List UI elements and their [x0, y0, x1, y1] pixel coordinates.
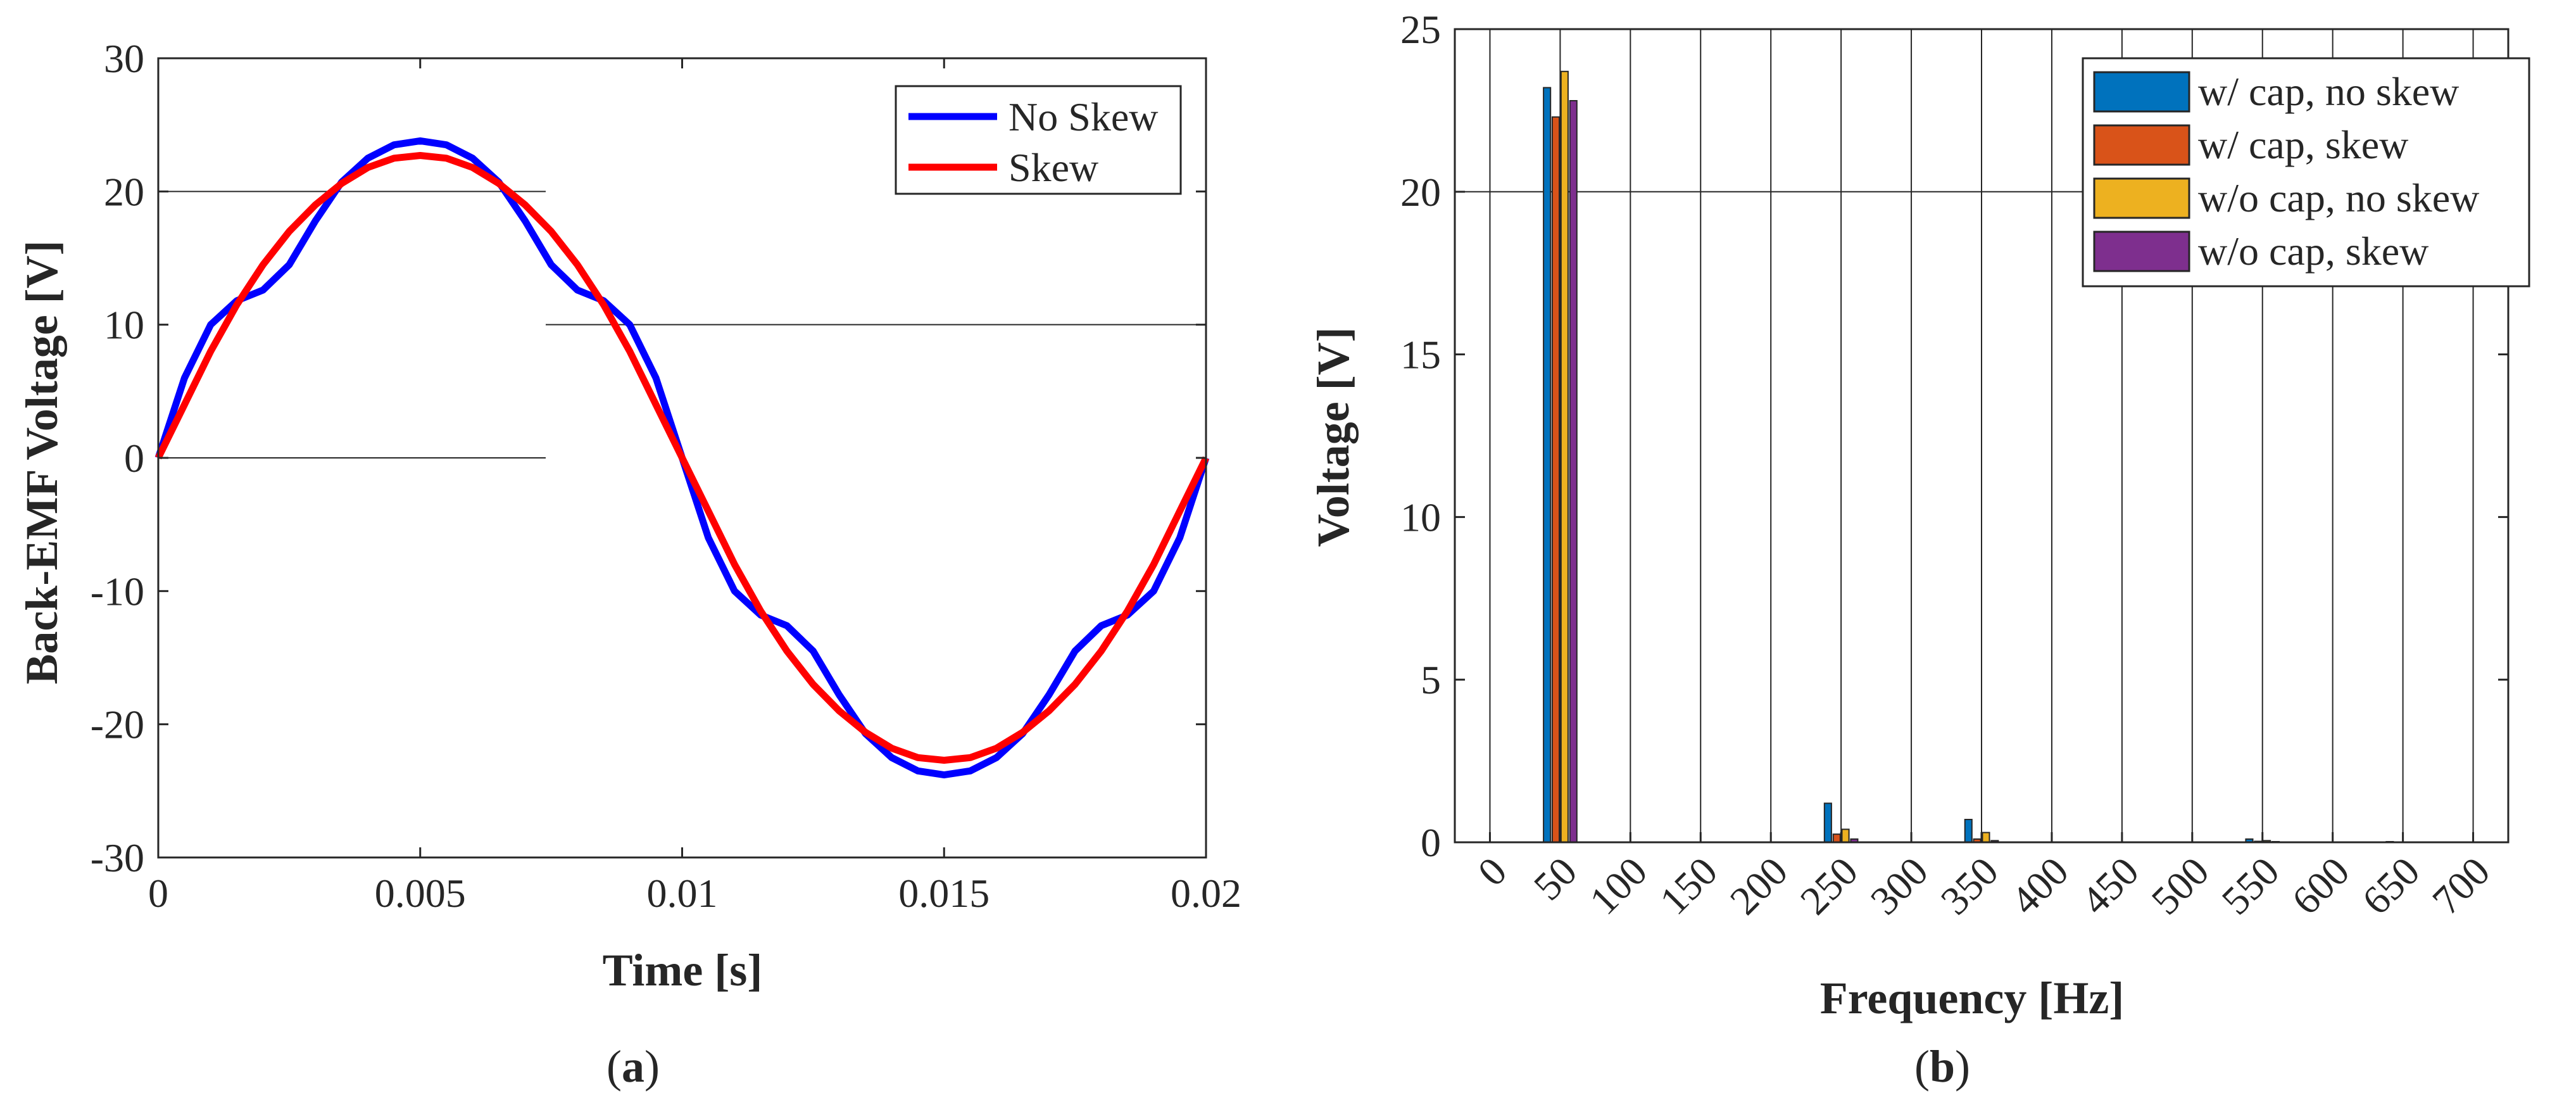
y-tick-label: 25 — [1400, 7, 1441, 52]
y-tick-label: 20 — [104, 169, 144, 214]
y-tick-label: -30 — [91, 835, 144, 880]
legend-swatch-w-o-cap-no-skew — [2093, 177, 2190, 219]
line-chart-panel: 0 0.005 0.01 0.015 0.02 -30 -20 -10 0 10 20 30 Tim… — [16, 36, 1241, 996]
legend-swatch-w-cap-no-skew — [2093, 71, 2190, 113]
bar-chart-y-axis-label: Voltage [V] — [1308, 327, 1359, 547]
legend-label-w-cap-skew: w/ cap, skew — [2198, 122, 2408, 167]
bar-w-o-cap-no-skew-250 — [1841, 828, 1850, 843]
y-tick-label: -20 — [91, 702, 144, 747]
legend-swatch-w-cap-skew — [2093, 124, 2190, 166]
line-chart-series — [154, 137, 1210, 779]
legend-label-w-o-cap-skew: w/o cap, skew — [2198, 229, 2428, 274]
line-chart-gridlines — [158, 191, 1206, 459]
bar-w-cap-no-skew-350 — [1964, 819, 1973, 843]
legend-swatch-w-o-cap-skew — [2093, 231, 2190, 272]
legend-label-no-skew: No Skew — [1008, 94, 1158, 139]
y-tick-label: 30 — [104, 36, 144, 81]
y-tick-label: 10 — [104, 303, 144, 348]
y-tick-label: 20 — [1400, 170, 1441, 215]
bar-w-cap-no-skew-50 — [1543, 87, 1552, 843]
line-chart-x-axis-label: Time [s] — [603, 945, 763, 996]
panel-a-caption: (a) — [606, 1041, 660, 1092]
bar-w-cap-skew-250 — [1832, 833, 1841, 843]
y-tick-label: 0 — [124, 436, 144, 481]
x-tick-label: 0.02 — [1171, 871, 1241, 916]
y-tick-label: -10 — [91, 569, 144, 614]
panel-a-caption-letter: a — [622, 1041, 644, 1092]
x-tick-label: 0.015 — [898, 871, 990, 916]
line-chart-x-ticks: 0 0.005 0.01 0.015 0.02 — [148, 58, 1241, 916]
y-tick-label: 15 — [1400, 332, 1441, 377]
panel-b-caption: (b) — [1914, 1041, 1970, 1092]
legend-label-w-cap-no-skew: w/ cap, no skew — [2198, 69, 2459, 114]
bar-w-o-cap-no-skew-50 — [1560, 70, 1569, 843]
line-chart-legend: No Skew Skew — [895, 85, 1182, 195]
x-tick-label: 0 — [148, 871, 168, 916]
bar-chart-gridlines — [1455, 29, 2508, 842]
legend-label-w-o-cap-no-skew: w/o cap, no skew — [2198, 175, 2479, 220]
y-tick-label: 5 — [1421, 657, 1441, 702]
panel-b-caption-letter: b — [1930, 1041, 1955, 1092]
x-tick-label: 0.01 — [647, 871, 718, 916]
series-line-skew — [155, 152, 1209, 764]
line-chart-y-axis-label: Back-EMF Voltage [V] — [16, 240, 67, 684]
bar-w-cap-skew-50 — [1551, 116, 1560, 844]
legend-label-skew: Skew — [1008, 145, 1098, 190]
line-chart-y-ticks: -30 -20 -10 0 10 20 30 — [91, 36, 1206, 880]
y-tick-label: 10 — [1400, 495, 1441, 540]
bar-chart-x-axis-label: Frequency [Hz] — [1820, 973, 2125, 1023]
bar-w-cap-no-skew-250 — [1823, 802, 1832, 844]
bar-chart-legend: w/ cap, no skew w/ cap, skew w/o cap, no s… — [2082, 57, 2530, 288]
bar-w-o-cap-no-skew-350 — [1982, 832, 1990, 843]
bar-chart-y-ticks: 0 5 10 15 20 25 — [1400, 7, 2508, 865]
y-tick-label: 0 — [1421, 820, 1441, 865]
bar-w-o-cap-skew-50 — [1569, 100, 1578, 843]
legend-box — [895, 85, 1182, 195]
x-tick-label: 0.005 — [375, 871, 466, 916]
